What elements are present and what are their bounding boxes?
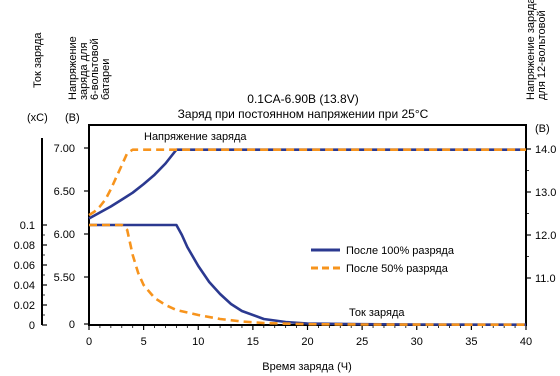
current-axis-unit: (xC): [27, 112, 48, 124]
x-tick-label: 20: [301, 336, 313, 348]
axis-ticks: 0 5 10 15 20 25 30 35 40 0 5.50 6.00 6.50 7.00 11.0 12.…: [14, 143, 557, 348]
voltage-12v-tick-label: 12.0: [535, 230, 556, 242]
legend: После 100% разряда После 50% разряда: [311, 245, 455, 275]
chart-subtitle: Заряд при постоянном напряжении при 25°C: [178, 107, 429, 121]
x-tick-label: 40: [520, 336, 532, 348]
voltage-6v-axis-label-line: батареи: [100, 59, 112, 100]
voltage-annotation: Напряжение заряда: [144, 131, 247, 143]
voltage-6v-tick-label: 6.50: [54, 186, 75, 198]
series-line-current-100: [89, 223, 527, 327]
voltage-12v-tick-label: 11.0: [535, 273, 556, 285]
series-line-voltage-50: [88, 148, 526, 217]
x-tick-label: 30: [411, 336, 423, 348]
current-tick-label: 0.1: [20, 220, 35, 232]
x-tick-label: 0: [86, 336, 92, 348]
current-tick-label: 0.02: [14, 300, 35, 312]
current-axis-header: Ток заряда: [32, 32, 44, 88]
current-axis-label: Ток заряда: [32, 32, 44, 88]
series-curves: [88, 148, 527, 327]
current-tick-label: 0.08: [14, 240, 35, 252]
voltage-6v-tick-label: 6.00: [54, 229, 75, 241]
voltage-12v-axis-header: Напряжение заряда для 12-вольтовой: [525, 0, 548, 100]
voltage-12v-tick-label: 13.0: [535, 187, 556, 199]
x-tick-label: 5: [141, 336, 147, 348]
current-annotation: Ток заряда: [349, 307, 405, 319]
series-line-voltage-100: [88, 148, 526, 220]
series-line-current-50: [89, 223, 527, 327]
chart-title: 0.1CA-6.90В (13.8V): [247, 92, 358, 106]
voltage-6v-axis-label-line: заряда для: [78, 42, 90, 100]
legend-label-100: После 100% разряда: [346, 245, 455, 257]
x-tick-label: 10: [192, 336, 204, 348]
voltage-6v-tick-label: 5.50: [54, 272, 75, 284]
voltage-6v-axis-header: Напряжение заряда для 6-вольтовой батареи: [67, 36, 112, 100]
voltage-12v-axis-unit: (В): [535, 123, 550, 135]
voltage-12v-tick-label: 14.0: [535, 144, 556, 156]
x-axis-label: Время заряда (Ч): [262, 361, 352, 373]
voltage-6v-tick-label: 7.00: [54, 143, 75, 155]
voltage-6v-axis-unit: (В): [65, 112, 80, 124]
voltage-12v-axis-label-line: Напряжение заряда: [525, 0, 537, 100]
x-tick-label: 35: [465, 336, 477, 348]
voltage-6v-axis-label-line: Напряжение: [67, 36, 79, 100]
x-tick-label: 25: [356, 336, 368, 348]
voltage-12v-axis-label-line: для 12-вольтовой: [536, 10, 548, 100]
voltage-6v-tick-label: 0: [69, 319, 75, 331]
current-tick-label: 0.04: [14, 280, 35, 292]
current-tick-label: 0.06: [14, 260, 35, 272]
legend-label-50: После 50% разряда: [346, 263, 449, 275]
current-tick-label: 0: [29, 320, 35, 332]
voltage-6v-axis-label-line: 6-вольтовой: [89, 38, 101, 100]
x-tick-label: 15: [247, 336, 259, 348]
